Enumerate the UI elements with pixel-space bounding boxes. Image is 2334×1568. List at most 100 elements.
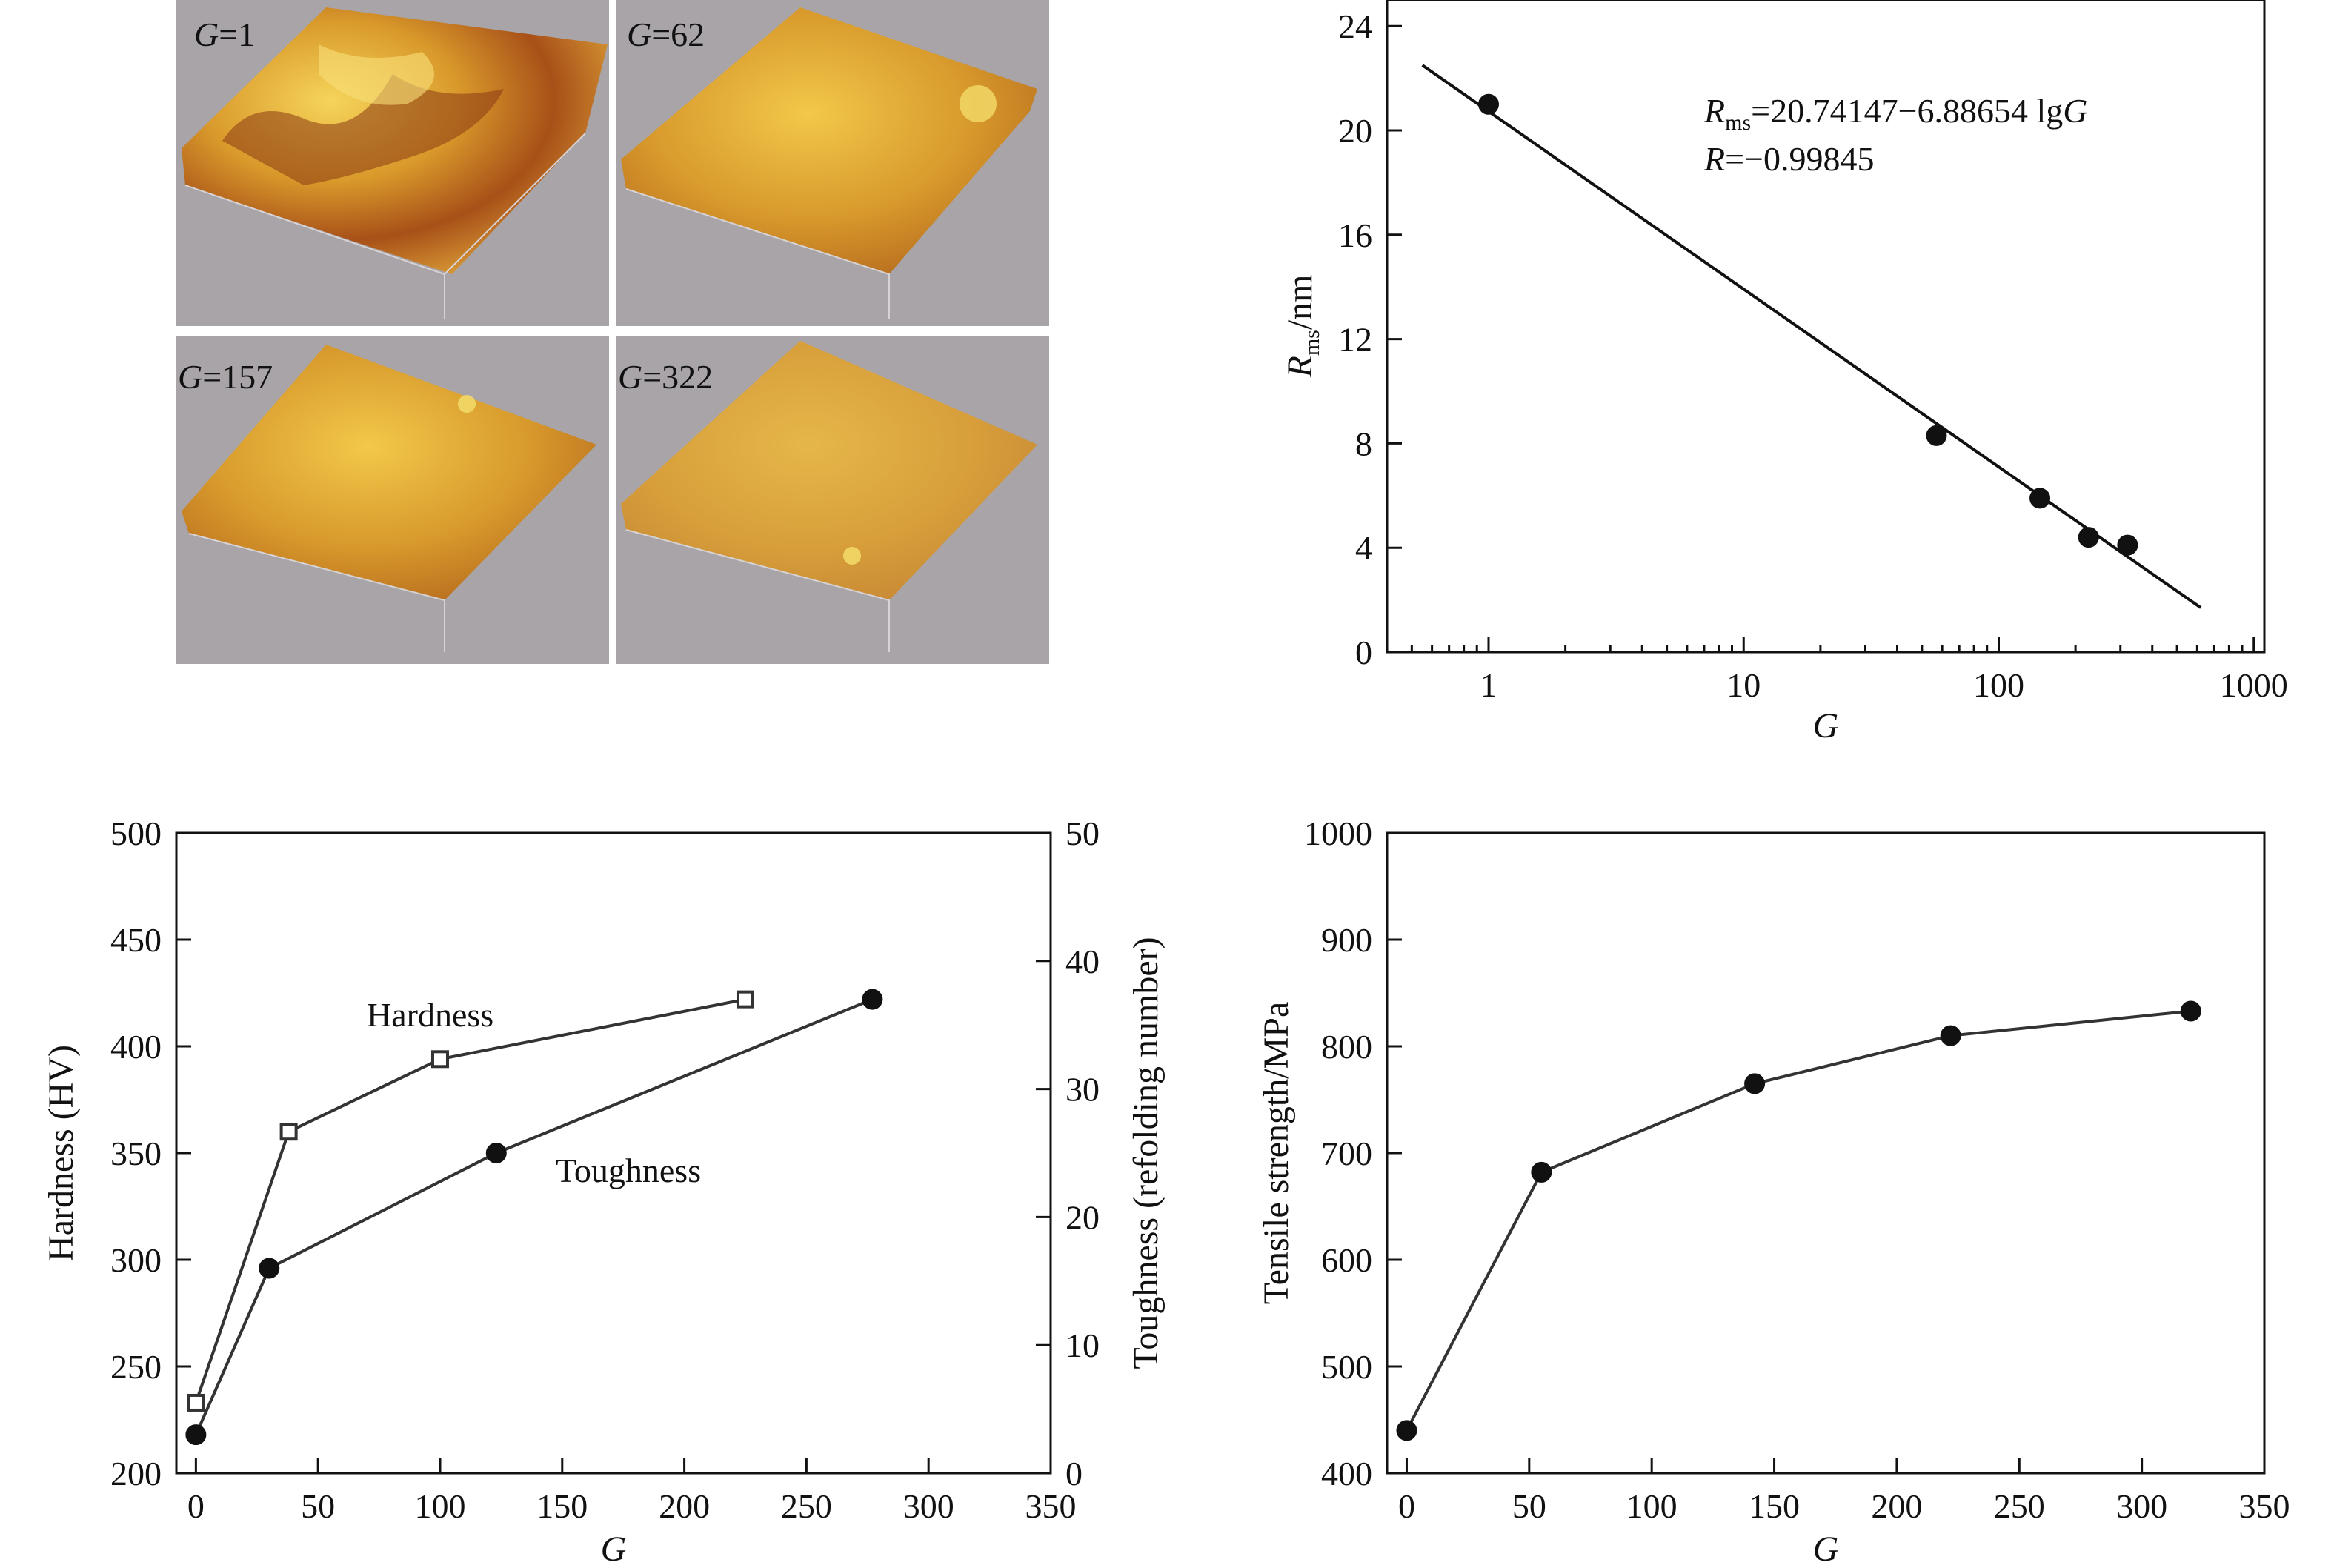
toughness-point [185, 1424, 207, 1446]
ts-y-tick-label: 800 [1321, 1028, 1372, 1066]
ht-right-y-tick-label: 50 [1065, 814, 1100, 852]
chart-rms-vs-g: 1 10 100 1000 0 4 8 12 16 20 24 Rms=20.74147−6.886… [1280, 0, 2288, 745]
ts-y-tick-label: 500 [1321, 1348, 1372, 1386]
rms-y-axis-label: Rms/nm [1280, 274, 1324, 378]
ht-left-y-tick-label: 200 [110, 1455, 162, 1492]
chart-ts-ticks [1387, 831, 2266, 1475]
afm-label-g1: G=1 [194, 16, 255, 53]
ht-left-y-axis-label: Hardness (HV) [41, 1045, 81, 1261]
ht-left-y-tick-label: 300 [110, 1241, 162, 1279]
afm-panel-g322: G=322 [616, 336, 1049, 664]
chart-ht-points [185, 989, 883, 1446]
ht-x-tick-label: 200 [659, 1487, 710, 1525]
ts-x-tick-label: 300 [2116, 1487, 2167, 1525]
ts-x-tick-label: 350 [2239, 1487, 2290, 1525]
rms-y-tick-label: 0 [1355, 634, 1372, 671]
tensile-point [1940, 1025, 1961, 1046]
ht-x-tick-label: 350 [1025, 1487, 1077, 1525]
ts-x-tick-label: 150 [1749, 1487, 1800, 1525]
chart-rms-frame [1386, 0, 2266, 654]
ts-y-tick-label: 1000 [1304, 814, 1372, 852]
ht-right-y-tick-label: 40 [1065, 943, 1100, 980]
ts-y-tick-label: 400 [1321, 1455, 1372, 1492]
chart-ht-tick-labels: 0 50 100 150 200 250 300 3502002503003504004505… [110, 814, 1100, 1525]
ts-x-tick-label: 200 [1871, 1487, 1922, 1525]
rms-point [2078, 527, 2099, 548]
tensile-point [2180, 1000, 2201, 1022]
toughness-point [485, 1143, 507, 1163]
rms-y-tick-label: 4 [1355, 529, 1372, 567]
ht-x-tick-label: 50 [301, 1487, 335, 1525]
ht-right-y-tick-label: 20 [1065, 1198, 1100, 1236]
rms-y-tick-label: 16 [1338, 216, 1372, 254]
ts-x-axis-label: G [1813, 1529, 1839, 1568]
ht-x-tick-label: 150 [536, 1487, 588, 1525]
rms-fit-line [1421, 64, 2202, 609]
afm-label-g62: G=62 [627, 16, 705, 53]
ts-x-tick-label: 0 [1398, 1487, 1415, 1525]
ht-left-y-tick-label: 350 [110, 1135, 162, 1172]
ht-right-y-axis-label: Toughness (refolding number) [1126, 937, 1166, 1369]
rms-x-tick-label: 10 [1726, 666, 1761, 704]
rms-points [1477, 93, 2138, 556]
rms-y-tick-label: 20 [1338, 112, 1372, 150]
tensile-point [1396, 1420, 1417, 1441]
ht-right-y-tick-label: 0 [1065, 1455, 1083, 1492]
rms-r-value: R=−0.99845 [1703, 140, 1875, 178]
ts-x-tick-label: 50 [1512, 1487, 1546, 1525]
afm-label-g157: G=157 [178, 358, 273, 396]
rms-point [2117, 534, 2138, 556]
hardness-point [736, 990, 754, 1009]
ht-left-y-tick-label: 500 [110, 814, 162, 852]
series-label-toughness: Toughness [556, 1152, 701, 1189]
afm-panel-g157: G=157 [176, 336, 609, 664]
ts-y-tick-label: 900 [1321, 921, 1372, 959]
rms-x-tick-label: 1 [1480, 666, 1497, 704]
series-line-hardness [194, 997, 746, 1403]
chart-rms-ticks [1387, 24, 2255, 654]
ts-x-tick-label: 100 [1626, 1487, 1678, 1525]
rms-equation: Rms=20.74147−6.88654 lgG [1703, 92, 2088, 135]
rms-x-tick-label: 1000 [2220, 666, 2288, 704]
ht-right-y-tick-label: 30 [1065, 1071, 1100, 1109]
rms-x-axis-label: G [1813, 706, 1839, 745]
ts-y-tick-label: 600 [1321, 1241, 1372, 1279]
ht-right-y-tick-label: 10 [1065, 1326, 1100, 1364]
chart-rms-tick-labels: 1 10 100 1000 0 4 8 12 16 20 24 [1338, 7, 2288, 704]
ht-left-y-tick-label: 250 [110, 1348, 162, 1386]
ht-x-axis-label: G [601, 1529, 627, 1568]
chart-ts-points [1396, 1000, 2201, 1441]
tensile-point [1744, 1073, 1766, 1094]
chart-ht-lines [194, 997, 874, 1435]
rms-x-tick-label: 100 [1973, 666, 2024, 704]
ts-y-tick-label: 700 [1321, 1135, 1372, 1172]
chart-hardness-toughness-vs-g: 0 50 100 150 200 250 300 3502002503003504004505… [41, 814, 1166, 1568]
chart-ts-frame [1386, 831, 2266, 1475]
rms-y-tick-label: 12 [1338, 321, 1372, 359]
toughness-point [862, 989, 883, 1010]
hardness-point [279, 1123, 298, 1141]
ht-x-tick-label: 0 [187, 1487, 205, 1525]
series-label-hardness: Hardness [367, 996, 493, 1034]
series-line-tensile [1405, 1009, 2191, 1432]
chart-ts-tick-labels: 0 50 100 150 200 250 300 350 400 500 600 700 800 900 1… [1304, 814, 2290, 1525]
rms-point [2029, 488, 2051, 509]
rms-y-tick-label: 24 [1338, 7, 1372, 45]
chart-ts-lines [1405, 1009, 2191, 1432]
rms-y-tick-label: 8 [1355, 425, 1372, 462]
ht-x-tick-label: 300 [903, 1487, 954, 1525]
afm-panel-g1: G=1 [176, 0, 609, 326]
ht-x-tick-label: 100 [414, 1487, 465, 1525]
tensile-point [1531, 1161, 1552, 1183]
ts-x-tick-label: 250 [1994, 1487, 2045, 1525]
chart-tensile-vs-g: 0 50 100 150 200 250 300 350 400 500 600 700 800 900 1… [1257, 814, 2290, 1568]
ht-x-tick-label: 250 [781, 1487, 832, 1525]
afm-panel-g62: G=62 [616, 0, 1049, 326]
toughness-point [259, 1258, 280, 1279]
afm-label-g322: G=322 [618, 358, 713, 396]
hardness-point [187, 1393, 205, 1412]
ht-left-y-tick-label: 400 [110, 1028, 162, 1066]
series-line-toughness [194, 997, 874, 1435]
ts-y-axis-label: Tensile strength/MPa [1257, 1002, 1296, 1305]
